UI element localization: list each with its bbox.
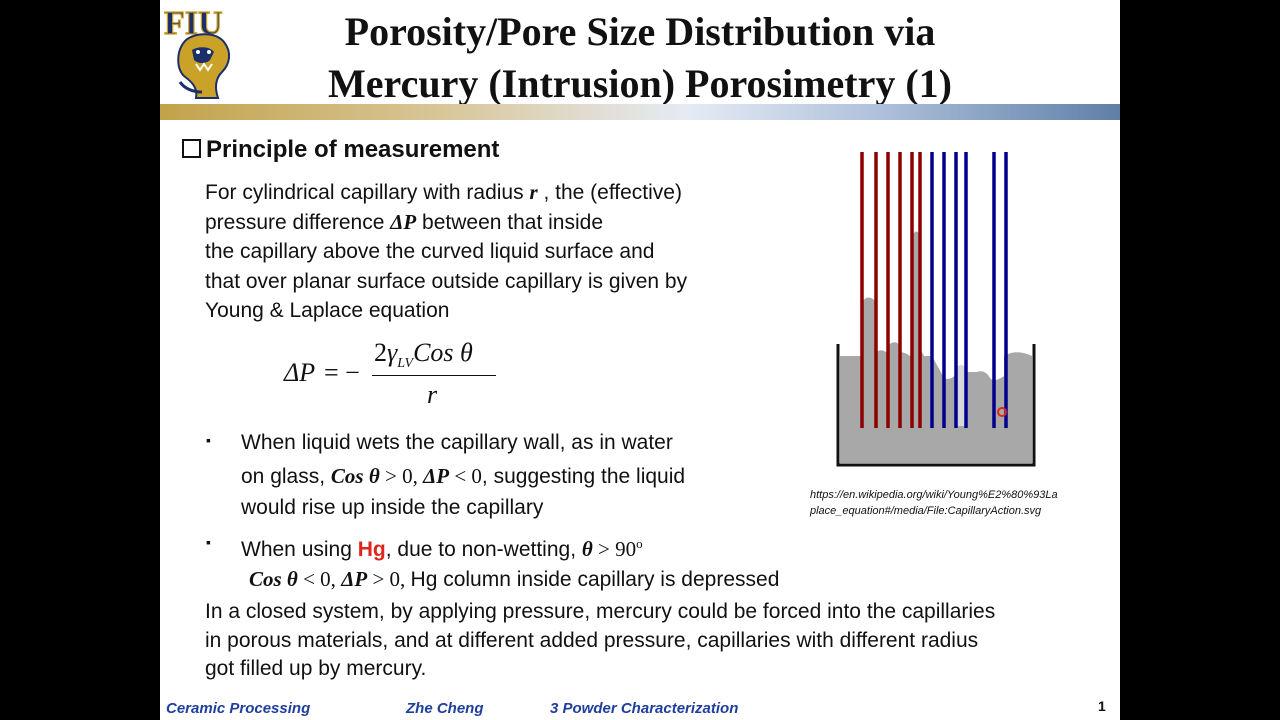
- bullet-2-marker: ▪: [206, 534, 211, 550]
- logo-text: FIU: [164, 5, 223, 42]
- para2-line-1: In a closed system, by applying pressure…: [205, 600, 996, 623]
- footer-author: Zhe Cheng: [406, 700, 484, 717]
- bullet-1: When liquid wets the capillary wall, as …: [241, 428, 781, 520]
- delta-p-symbol: ΔP: [341, 567, 368, 591]
- bullet-1-line-1: When liquid wets the capillary wall, as …: [241, 431, 673, 454]
- closed-system-paragraph: In a closed system, by applying pressure…: [205, 598, 1115, 684]
- source-line-1: https://en.wikipedia.org/wiki/Young%E2%8…: [810, 489, 1058, 501]
- heading-checkbox-icon: [182, 139, 201, 158]
- title-divider-bar: [160, 104, 1120, 120]
- young-laplace-equation: ΔP = − 2γLVCos θ r: [284, 336, 514, 416]
- footer-course: Ceramic Processing: [166, 700, 311, 717]
- para1-line-3: the capillary above the curved liquid su…: [205, 240, 655, 263]
- bullet-1-marker: ▪: [206, 432, 211, 448]
- heading-text: Principle of measurement: [206, 136, 500, 163]
- fraction-bar: [372, 375, 496, 376]
- cos-theta-symbol: Cos θ: [330, 464, 380, 488]
- fiu-panther-logo: FIU: [162, 2, 246, 102]
- footer-chapter: 3 Powder Characterization: [550, 700, 739, 717]
- slide: FIU Porosity/Pore Size Distribution via …: [160, 0, 1120, 720]
- bullet-1-line-3: would rise up inside the capillary: [241, 496, 544, 519]
- delta-p-symbol: ΔP: [423, 464, 450, 488]
- para1-line-5: Young & Laplace equation: [205, 299, 450, 322]
- capillary-action-diagram: [832, 146, 1042, 472]
- slide-footer: Ceramic Processing Zhe Cheng 3 Powder Ch…: [160, 696, 1120, 720]
- para1-text-3: pressure difference: [205, 210, 391, 234]
- hg-highlight: Hg: [357, 538, 386, 561]
- image-source-citation: https://en.wikipedia.org/wiki/Young%E2%8…: [810, 487, 1110, 519]
- formula-numerator: 2γLVCos θ: [374, 338, 473, 372]
- para1-text-4: between that inside: [416, 210, 604, 234]
- para1-line-4: that over planar surface outside capilla…: [205, 269, 688, 293]
- title-line-2: Mercury (Intrusion) Porosimetry (1): [328, 61, 952, 106]
- para2-line-3: got filled up by mercury.: [205, 657, 427, 680]
- principle-paragraph: For cylindrical capillary with radius r …: [205, 178, 785, 326]
- source-line-2: place_equation#/media/File:CapillaryActi…: [810, 505, 1042, 517]
- page-number: 1: [1098, 698, 1106, 714]
- title-line-1: Porosity/Pore Size Distribution via: [344, 9, 936, 54]
- slide-title: Porosity/Pore Size Distribution via Merc…: [290, 6, 990, 110]
- delta-p-symbol: ΔP: [390, 209, 417, 234]
- section-heading: Principle of measurement: [182, 136, 499, 164]
- formula-equals: = −: [324, 358, 360, 387]
- cursor-dot-icon: [997, 407, 1007, 417]
- theta-symbol: θ: [581, 537, 593, 561]
- bullet-2: When using Hg, due to non-wetting, θ > 9…: [241, 536, 643, 561]
- para2-line-2: in porous materials, and at different ad…: [205, 628, 979, 652]
- para1-text-2: , the (effective): [537, 181, 682, 204]
- formula-lhs: ΔP: [284, 358, 316, 387]
- radius-symbol: r: [529, 180, 538, 204]
- formula-denominator: r: [427, 380, 438, 409]
- bullet-2-continuation: Cos θ < 0, ΔP > 0, Hg column inside capi…: [249, 567, 780, 591]
- cos-theta-symbol: Cos θ: [249, 567, 298, 591]
- para1-text-1: For cylindrical capillary with radius: [205, 181, 530, 204]
